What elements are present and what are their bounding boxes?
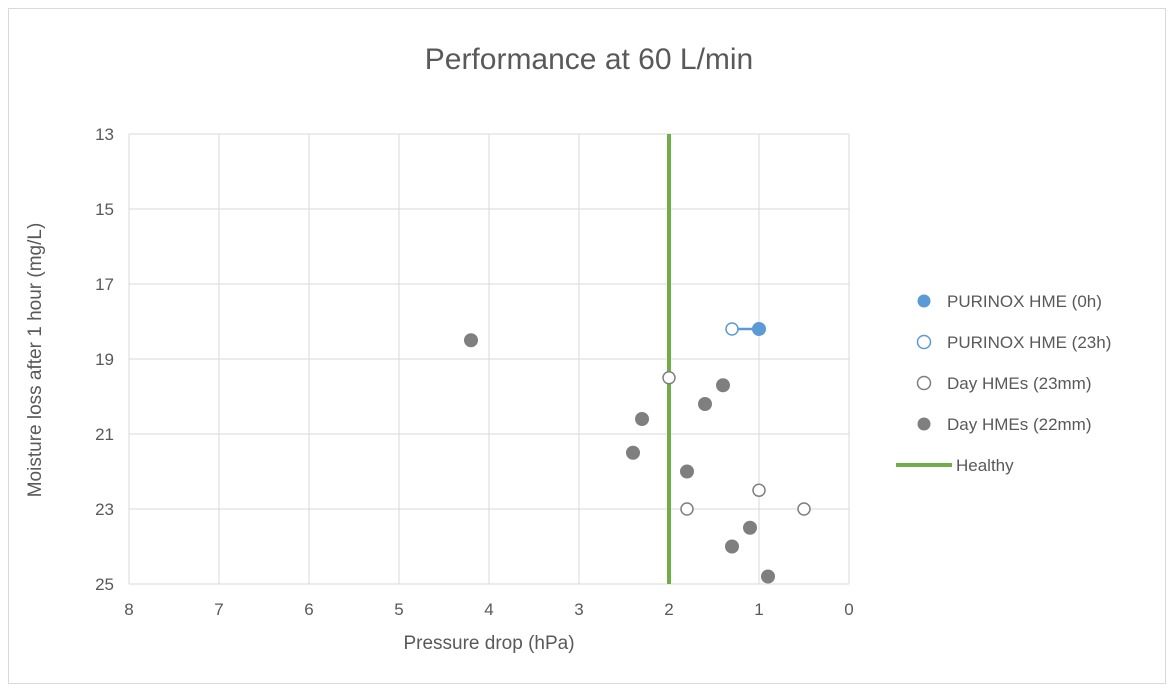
x-tick-label: 3 [574,600,583,619]
legend-entry-label: Day HMEs (22mm) [947,415,1092,434]
x-tick-label: 6 [304,600,313,619]
legend-entry-label: Healthy [956,456,1014,475]
data-point [698,397,712,411]
data-point [635,412,649,426]
data-point [752,483,766,497]
x-tick-label: 1 [754,600,763,619]
legend-entry-label: PURINOX HME (23h) [947,333,1111,352]
x-tick-label: 2 [664,600,673,619]
scatter-chart: Performance at 60 L/min 8 7 6 5 4 3 2 1 01315171… [25,43,1111,654]
data-point [752,322,766,336]
data-point [626,445,640,460]
x-tick-label: 8 [124,600,133,619]
legend-marker [916,334,932,350]
data-point [725,539,739,554]
y-tick-label: 21 [95,425,114,444]
data-point [680,502,694,516]
chart-title: Performance at 60 L/min [425,43,754,76]
y-tick-label: 19 [95,350,114,369]
y-tick-label: 13 [95,125,114,144]
legend-marker [916,375,932,391]
x-tick-label: 7 [214,600,223,619]
y-axis-label: Moisture loss after 1 hour (mg/L) [25,223,46,498]
x-tick-label: 5 [394,600,403,619]
data-point [797,502,811,516]
y-tick-label: 17 [95,275,114,294]
data-point [743,520,757,535]
legend-marker [917,417,931,431]
data-point [716,378,730,393]
data-point [680,464,694,479]
x-tick-label: 4 [484,600,493,619]
gridlines [128,133,850,585]
legend-marker [917,294,931,308]
y-tick-label: 23 [95,500,114,519]
legend: PURINOX HME (0h) PURINOX HME (23h) Day HME… [896,292,1111,475]
chart-frame: Performance at 60 L/min 8 7 6 5 4 3 2 1 0 13 15 17 1… [8,8,1166,684]
legend-entry-label: PURINOX HME (0h) [947,292,1102,311]
x-axis-label: Pressure drop (hPa) [403,633,574,654]
data-series [464,134,811,584]
data-point [464,333,478,348]
y-tick-label: 15 [95,200,114,219]
y-tick-label: 25 [95,575,114,594]
data-point [761,569,775,584]
legend-entry-label: Day HMEs (23mm) [947,374,1092,393]
data-point [662,371,676,385]
data-point [725,322,739,336]
x-tick-label: 0 [844,600,853,619]
